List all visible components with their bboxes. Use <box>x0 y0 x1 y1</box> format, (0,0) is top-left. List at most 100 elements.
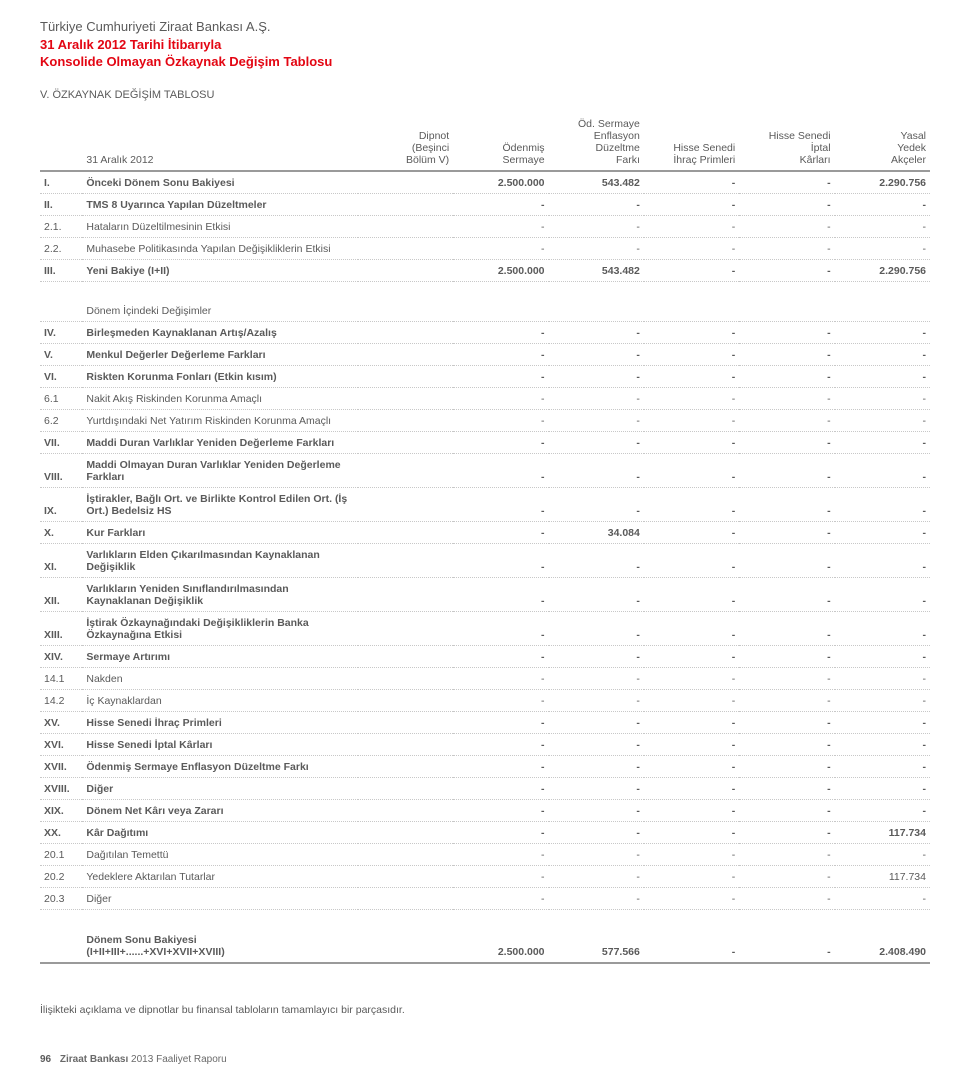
cell-value: - <box>644 778 739 800</box>
table-row: IV.Birleşmeden Kaynaklanan Artış/Azalış-… <box>40 322 930 344</box>
cell-value: - <box>644 612 739 646</box>
cell-value: - <box>644 193 739 215</box>
row-number: IV. <box>40 322 82 344</box>
cell-value: - <box>739 690 834 712</box>
cell-value: - <box>644 646 739 668</box>
col-footnote: Dipnot(BeşinciBölüm V) <box>358 113 453 171</box>
cell-value <box>358 259 453 281</box>
cell-value: - <box>549 800 644 822</box>
cell-value: - <box>644 690 739 712</box>
cell-value: - <box>739 822 834 844</box>
row-number: IX. <box>40 488 82 522</box>
row-label: Hataların Düzeltilmesinin Etkisi <box>82 215 357 237</box>
cell-value: - <box>453 712 548 734</box>
cell-value: - <box>549 578 644 612</box>
row-label: Önceki Dönem Sonu Bakiyesi <box>82 171 357 194</box>
cell-value: - <box>644 171 739 194</box>
table-row: XI.Varlıkların Elden Çıkarılmasından Kay… <box>40 544 930 578</box>
cell-value: - <box>644 844 739 866</box>
col-paid-capital: ÖdenmişSermaye <box>453 113 548 171</box>
cell-value: - <box>739 888 834 910</box>
total-value: 2.408.490 <box>835 920 930 963</box>
cell-value: - <box>549 888 644 910</box>
cell-value: - <box>453 322 548 344</box>
row-number: 20.2 <box>40 866 82 888</box>
cell-value: - <box>453 612 548 646</box>
cell-value: - <box>739 215 834 237</box>
cell-value: - <box>644 388 739 410</box>
cell-value: - <box>453 888 548 910</box>
cell-value <box>358 646 453 668</box>
row-label: Sermaye Artırımı <box>82 646 357 668</box>
row-label: Dönem Net Kârı veya Zararı <box>82 800 357 822</box>
row-label: İştirak Özkaynağındaki Değişikliklerin B… <box>82 612 357 646</box>
cell-value: - <box>549 388 644 410</box>
cell-value <box>358 690 453 712</box>
cell-value: - <box>835 646 930 668</box>
report-date: 31 Aralık 2012 Tarihi İtibarıyla <box>40 36 930 54</box>
row-number: 2.1. <box>40 215 82 237</box>
cell-value: - <box>739 432 834 454</box>
cell-value: - <box>835 690 930 712</box>
cell-value <box>358 822 453 844</box>
cell-value: - <box>549 866 644 888</box>
cell-value <box>358 866 453 888</box>
cell-value: - <box>739 522 834 544</box>
cell-value: - <box>644 344 739 366</box>
cell-value: - <box>549 612 644 646</box>
table-body: I.Önceki Dönem Sonu Bakiyesi2.500.000543… <box>40 171 930 963</box>
cell-value: - <box>453 690 548 712</box>
row-number: XIV. <box>40 646 82 668</box>
row-label: Yurtdışındaki Net Yatırım Riskinden Koru… <box>82 410 357 432</box>
cell-value <box>358 344 453 366</box>
cell-value: - <box>644 410 739 432</box>
col-inflation-adj: Öd. SermayeEnflasyonDüzeltmeFarkı <box>549 113 644 171</box>
cell-value: - <box>835 668 930 690</box>
total-row: Dönem Sonu Bakiyesi(I+II+III+......+XVI+… <box>40 920 930 963</box>
cell-value: - <box>835 888 930 910</box>
table-row: IX.İştirakler, Bağlı Ort. ve Birlikte Ko… <box>40 488 930 522</box>
cell-value: - <box>835 522 930 544</box>
row-number: XIII. <box>40 612 82 646</box>
page-header: Türkiye Cumhuriyeti Ziraat Bankası A.Ş. … <box>40 18 930 71</box>
cell-value: - <box>453 410 548 432</box>
row-number: V. <box>40 344 82 366</box>
cell-value: - <box>453 344 548 366</box>
row-label: Menkul Değerler Değerleme Farkları <box>82 344 357 366</box>
col-period: 31 Aralık 2012 <box>82 113 357 171</box>
cell-value: - <box>549 366 644 388</box>
cell-value: 543.482 <box>549 171 644 194</box>
cell-value <box>358 366 453 388</box>
cell-value: - <box>739 756 834 778</box>
row-label: Varlıkların Yeniden Sınıflandırılmasında… <box>82 578 357 612</box>
row-number: 14.2 <box>40 690 82 712</box>
cell-value: - <box>453 578 548 612</box>
cell-value: - <box>739 668 834 690</box>
table-row: 6.2Yurtdışındaki Net Yatırım Riskinden K… <box>40 410 930 432</box>
table-row: 14.1Nakden----- <box>40 668 930 690</box>
col-legal-reserves: YasalYedekAkçeler <box>835 113 930 171</box>
total-value: - <box>739 920 834 963</box>
cell-value: - <box>453 646 548 668</box>
row-label: Ödenmiş Sermaye Enflasyon Düzeltme Farkı <box>82 756 357 778</box>
table-row: V.Menkul Değerler Değerleme Farkları----… <box>40 344 930 366</box>
cell-value: - <box>835 432 930 454</box>
cell-value <box>358 193 453 215</box>
row-number: XX. <box>40 822 82 844</box>
cell-value: - <box>549 822 644 844</box>
row-number: X. <box>40 522 82 544</box>
cell-value <box>358 578 453 612</box>
row-number: 6.2 <box>40 410 82 432</box>
cell-value: - <box>739 259 834 281</box>
row-number: XVIII. <box>40 778 82 800</box>
cell-value: - <box>739 800 834 822</box>
row-number: XII. <box>40 578 82 612</box>
cell-value: - <box>739 322 834 344</box>
cell-value: - <box>453 488 548 522</box>
cell-value: - <box>453 734 548 756</box>
cell-value: - <box>644 237 739 259</box>
cell-value: - <box>453 366 548 388</box>
cell-value: - <box>549 668 644 690</box>
cell-value: - <box>739 866 834 888</box>
table-row: XVII.Ödenmiş Sermaye Enflasyon Düzeltme … <box>40 756 930 778</box>
